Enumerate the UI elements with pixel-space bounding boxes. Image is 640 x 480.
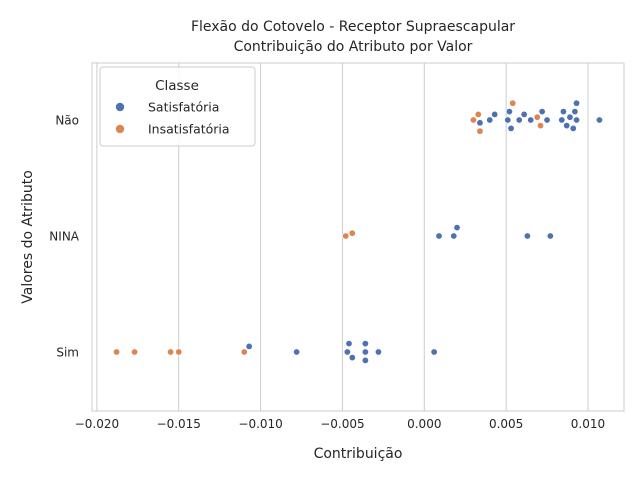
chart-subtitle: Contribuição do Atributo por Valor [234, 39, 473, 55]
data-point-satisfatoria [361, 340, 369, 348]
data-point-satisfatoria [504, 116, 512, 124]
data-point-satisfatoria [515, 116, 523, 124]
data-points [113, 99, 603, 364]
data-point-satisfatoria [527, 116, 535, 124]
x-tick-label: −0.020 [75, 417, 119, 431]
y-axis-label: Valores do Atributo [20, 170, 36, 304]
chart-title: Flexão do Cotovelo - Receptor Supraescap… [191, 19, 515, 35]
data-point-insatisfatoria [537, 122, 545, 130]
legend-box [99, 66, 256, 147]
data-point-satisfatoria [476, 119, 484, 127]
data-point-insatisfatoria [113, 348, 121, 356]
data-point-satisfatoria [343, 348, 351, 356]
x-tick-label: 0.010 [571, 417, 605, 431]
data-point-satisfatoria [486, 116, 494, 124]
data-point-satisfatoria [453, 224, 461, 232]
data-point-satisfatoria [345, 340, 353, 348]
data-point-satisfatoria [348, 354, 356, 362]
data-point-satisfatoria [546, 232, 554, 240]
data-point-satisfatoria [558, 116, 566, 124]
legend: Classe Satisfatória Insatisfatória [99, 66, 256, 147]
data-point-satisfatoria [435, 232, 443, 240]
data-point-satisfatoria [523, 232, 531, 240]
data-point-satisfatoria [573, 116, 581, 124]
data-point-insatisfatoria [348, 229, 356, 237]
data-point-satisfatoria [543, 116, 551, 124]
legend-title: Classe [155, 78, 199, 94]
y-tick-label: Sim [56, 346, 79, 360]
x-axis-label: Contribuição [314, 446, 403, 462]
x-axis-ticks: −0.020 −0.015 −0.010 −0.005 0.000 0.005 0.010 [75, 417, 605, 431]
data-point-insatisfatoria [167, 348, 175, 356]
data-point-satisfatoria [507, 124, 515, 132]
data-point-satisfatoria [361, 348, 369, 356]
legend-label: Insatisfatória [148, 122, 230, 137]
legend-entries: Satisfatória Insatisfatória [115, 100, 230, 137]
data-point-satisfatoria [566, 113, 574, 121]
data-point-satisfatoria [361, 356, 369, 364]
data-point-satisfatoria [505, 108, 513, 116]
data-point-insatisfatoria [476, 127, 484, 135]
data-point-satisfatoria [569, 124, 577, 132]
y-axis-ticks: Não NINA Sim [49, 114, 79, 360]
plot-frame [91, 62, 625, 412]
x-tick-label: 0.000 [407, 417, 441, 431]
data-point-insatisfatoria [509, 99, 517, 107]
data-point-satisfatoria [374, 348, 382, 356]
x-tick-label: 0.005 [489, 417, 523, 431]
x-tick-label: −0.005 [320, 417, 364, 431]
data-point-satisfatoria [245, 342, 253, 350]
data-point-satisfatoria [595, 116, 603, 124]
legend-marker [115, 124, 125, 134]
data-point-satisfatoria [538, 108, 546, 116]
data-point-satisfatoria [430, 348, 438, 356]
data-point-insatisfatoria [240, 348, 248, 356]
legend-marker [115, 102, 125, 112]
legend-label: Satisfatória [148, 100, 219, 115]
y-tick-label: NINA [49, 230, 79, 244]
data-point-insatisfatoria [131, 348, 139, 356]
data-point-satisfatoria [520, 110, 528, 118]
data-point-insatisfatoria [474, 110, 482, 118]
data-point-satisfatoria [491, 110, 499, 118]
x-tick-label: −0.015 [157, 417, 201, 431]
y-tick-label: Não [55, 114, 79, 128]
data-point-satisfatoria [293, 348, 301, 356]
data-point-insatisfatoria [175, 348, 183, 356]
data-point-satisfatoria [573, 99, 581, 107]
data-point-insatisfatoria [342, 232, 350, 240]
data-point-satisfatoria [450, 232, 458, 240]
data-point-insatisfatoria [469, 116, 477, 124]
data-point-satisfatoria [563, 122, 571, 130]
data-point-satisfatoria [559, 108, 567, 116]
data-point-insatisfatoria [533, 113, 541, 121]
x-tick-label: −0.010 [238, 417, 282, 431]
data-point-satisfatoria [571, 108, 579, 116]
